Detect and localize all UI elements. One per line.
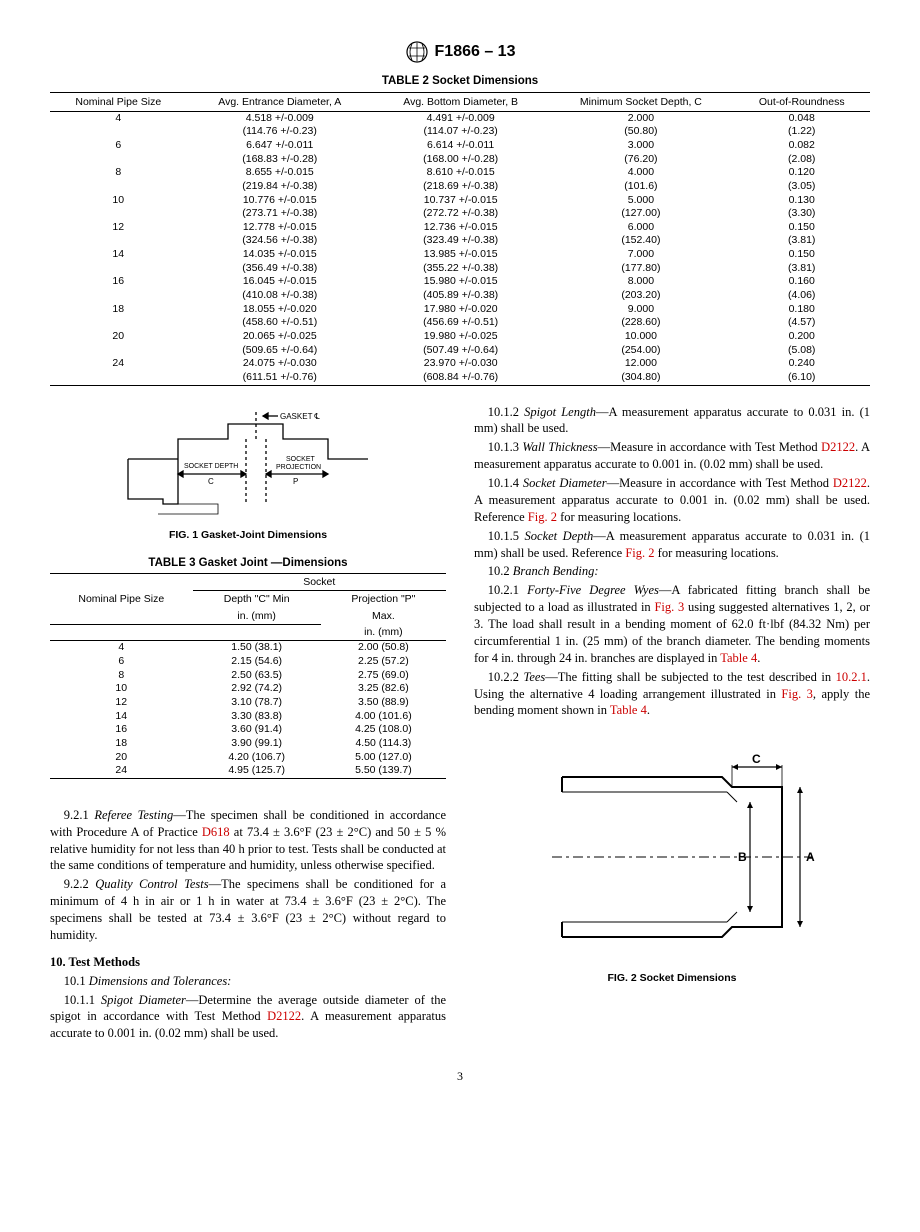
link-d2122-3[interactable]: D2122: [833, 476, 867, 490]
t3-h3b3: in. (mm): [321, 624, 446, 641]
table-row: (324.56 +/-0.38)(323.49 +/-0.38)(152.40)…: [50, 234, 870, 248]
table-row: 82.50 (63.5)2.75 (69.0): [50, 669, 446, 683]
doc-header: F1866 – 13: [50, 40, 870, 64]
table3-title: TABLE 3 Gasket Joint —Dimensions: [50, 556, 446, 572]
t3-h2: Socket: [193, 574, 446, 591]
table-row: 1616.045 +/-0.01515.980 +/-0.0158.0000.1…: [50, 275, 870, 289]
table-row: 41.50 (38.1)2.00 (50.8): [50, 641, 446, 655]
astm-logo-icon: [405, 40, 429, 64]
para-101: 10.1 Dimensions and Tolerances:: [50, 973, 446, 990]
link-1021[interactable]: 10.2.1: [836, 670, 867, 684]
table-row: 88.655 +/-0.0158.610 +/-0.0154.0000.120: [50, 166, 870, 180]
t3-h1: Nominal Pipe Size: [50, 574, 193, 625]
para-1021: 10.2.1 Forty-Five Degree Wyes—A fabricat…: [474, 582, 870, 666]
para-1013: 10.1.3 Wall Thickness—Measure in accorda…: [474, 439, 870, 473]
table-row: 244.95 (125.7)5.50 (139.7): [50, 764, 446, 778]
table-row: 1414.035 +/-0.01513.985 +/-0.0157.0000.1…: [50, 248, 870, 262]
table-row: 102.92 (74.2)3.25 (82.6): [50, 682, 446, 696]
fig1-caption: FIG. 1 Gasket-Joint Dimensions: [50, 528, 446, 542]
page-number: 3: [50, 1068, 870, 1084]
left-column: GASKET ℄ SOCKET DEPTH C SOCKET PROJECTIO…: [50, 404, 446, 1045]
table2-title: TABLE 2 Socket Dimensions: [50, 74, 870, 90]
t2-col0: Nominal Pipe Size: [50, 92, 187, 111]
para-1012: 10.1.2 Spigot Length—A measurement appar…: [474, 404, 870, 438]
para-1022: 10.2.2 Tees—The fitting shall be subject…: [474, 669, 870, 720]
fig1-sp1: SOCKET: [286, 456, 316, 463]
table-row: 66.647 +/-0.0116.614 +/-0.0113.0000.082: [50, 139, 870, 153]
link-d2122-2[interactable]: D2122: [821, 440, 855, 454]
table-row: 1212.778 +/-0.01512.736 +/-0.0156.0000.1…: [50, 221, 870, 235]
table-row: (168.83 +/-0.28)(168.00 +/-0.28)(76.20)(…: [50, 153, 870, 167]
link-d618[interactable]: D618: [202, 825, 230, 839]
section-10-head: 10. Test Methods: [50, 954, 446, 971]
fig1-gasket-label: GASKET ℄: [280, 412, 321, 421]
t3-h3b2: Max.: [321, 608, 446, 625]
t3-h3a: Depth "C" Min: [193, 591, 321, 608]
t2-col1: Avg. Entrance Diameter, A: [187, 92, 373, 111]
table-row: (410.08 +/-0.38)(405.89 +/-0.38)(203.20)…: [50, 289, 870, 303]
fig1-p-label: P: [293, 477, 298, 486]
table-row: 62.15 (54.6)2.25 (57.2): [50, 655, 446, 669]
fig1-diagram: GASKET ℄ SOCKET DEPTH C SOCKET PROJECTIO…: [118, 404, 378, 524]
table-row: (219.84 +/-0.38)(218.69 +/-0.38)(101.6)(…: [50, 180, 870, 194]
para-102: 10.2 Branch Bending:: [474, 563, 870, 580]
para-922: 9.2.2 Quality Control Tests—The specimen…: [50, 876, 446, 944]
fig2-a: A: [806, 850, 815, 864]
table-row: (611.51 +/-0.76)(608.84 +/-0.76)(304.80)…: [50, 371, 870, 385]
fig2-c: C: [752, 752, 761, 766]
t3-h3a2: in. (mm): [193, 608, 321, 625]
table-row: (273.71 +/-0.38)(272.72 +/-0.38)(127.00)…: [50, 207, 870, 221]
table-row: 1010.776 +/-0.01510.737 +/-0.0155.0000.1…: [50, 194, 870, 208]
link-fig3-2[interactable]: Fig. 3: [781, 687, 813, 701]
para-1011: 10.1.1 Spigot Diameter—Determine the ave…: [50, 992, 446, 1043]
fig1-sd-label: SOCKET DEPTH: [184, 463, 238, 470]
standard-number: F1866 – 13: [435, 41, 516, 63]
fig2-caption: FIG. 2 Socket Dimensions: [474, 971, 870, 985]
table-row: 123.10 (78.7)3.50 (88.9): [50, 696, 446, 710]
para-1015: 10.1.5 Socket Depth—A measurement appara…: [474, 528, 870, 562]
right-column: 10.1.2 Spigot Length—A measurement appar…: [474, 404, 870, 1045]
table-row: 1818.055 +/-0.02017.980 +/-0.0209.0000.1…: [50, 303, 870, 317]
para-921: 9.2.1 Referee Testing—The specimen shall…: [50, 807, 446, 875]
fig1-sp2: PROJECTION: [276, 464, 321, 471]
table-row: 2020.065 +/-0.02519.980 +/-0.02510.0000.…: [50, 330, 870, 344]
table-row: 204.20 (106.7)5.00 (127.0): [50, 751, 446, 765]
link-table4-1[interactable]: Table 4: [720, 651, 757, 665]
table-row: (356.49 +/-0.38)(355.22 +/-0.38)(177.80)…: [50, 262, 870, 276]
para-1014: 10.1.4 Socket Diameter—Measure in accord…: [474, 475, 870, 526]
fig1-c-label: C: [208, 477, 214, 486]
table-row: 2424.075 +/-0.03023.970 +/-0.03012.0000.…: [50, 357, 870, 371]
fig2-diagram: C B A: [522, 747, 822, 967]
table-row: 143.30 (83.8)4.00 (101.6): [50, 710, 446, 724]
table-row: (509.65 +/-0.64)(507.49 +/-0.64)(254.00)…: [50, 344, 870, 358]
table-row: 44.518 +/-0.0094.491 +/-0.0092.0000.048: [50, 111, 870, 125]
t3-h3b: Projection "P": [321, 591, 446, 608]
table2: Nominal Pipe Size Avg. Entrance Diameter…: [50, 92, 870, 386]
link-fig2-2[interactable]: Fig. 2: [625, 546, 654, 560]
t2-col3: Minimum Socket Depth, C: [548, 92, 733, 111]
t2-col4: Out-of-Roundness: [733, 92, 870, 111]
link-d2122-1[interactable]: D2122: [267, 1009, 301, 1023]
table-row: 163.60 (91.4)4.25 (108.0): [50, 723, 446, 737]
table-row: (458.60 +/-0.51)(456.69 +/-0.51)(228.60)…: [50, 316, 870, 330]
table-row: (114.76 +/-0.23)(114.07 +/-0.23)(50.80)(…: [50, 125, 870, 139]
link-fig2-1[interactable]: Fig. 2: [528, 510, 557, 524]
link-table4-2[interactable]: Table 4: [610, 703, 647, 717]
fig2-b: B: [738, 850, 747, 864]
table3: Nominal Pipe Size Socket Depth "C" Min P…: [50, 573, 446, 779]
t2-col2: Avg. Bottom Diameter, B: [373, 92, 548, 111]
link-fig3-1[interactable]: Fig. 3: [654, 600, 684, 614]
table-row: 183.90 (99.1)4.50 (114.3): [50, 737, 446, 751]
